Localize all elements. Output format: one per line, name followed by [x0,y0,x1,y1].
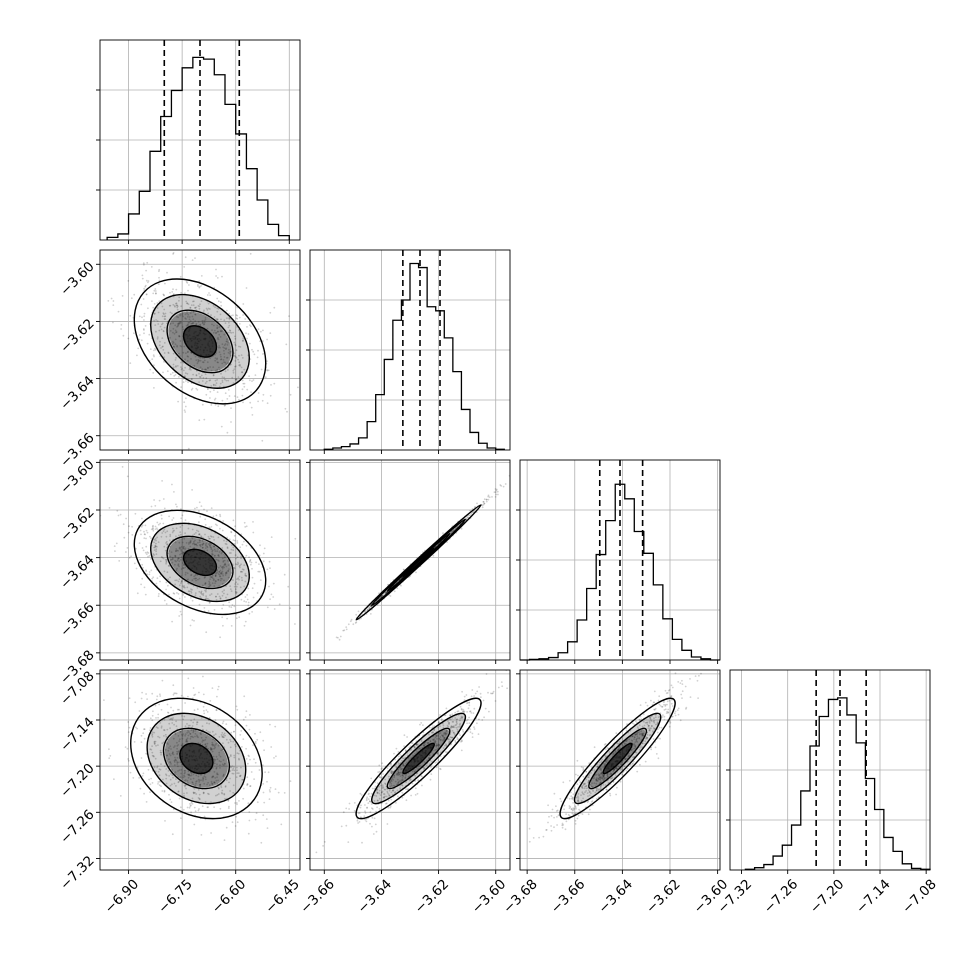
contour-1 [386,727,451,790]
x-tick-label-p3: −3.62 [643,876,684,917]
axes-frame [309,459,511,661]
joint-content-p2-p3 [335,473,510,641]
density-level [402,547,435,578]
joint-content-p1-p3 [100,466,297,639]
contour-1 [166,535,234,590]
contour-0 [402,547,435,578]
contour-3 [133,278,267,405]
contour-2 [371,712,467,805]
x-tick-label-p1: −6.60 [209,876,250,917]
histogram-step-p2 [323,262,505,450]
y-tick-label-p3: −3.66 [57,600,98,641]
density-level [602,742,633,775]
density-level [182,548,218,576]
y-tick-label-p4: −7.32 [57,853,98,894]
contour-0 [182,548,218,577]
x-tick-label-p3: −3.66 [548,876,589,917]
contour-0 [179,742,214,775]
density-p1-p3 [151,523,249,601]
density-p1-p4 [147,714,246,803]
contour-3 [355,504,482,621]
axes-frame [99,249,301,451]
joint-p3-p4: −3.68 −3.66 −3.64 −3.62 −3.60 [500,669,731,917]
joint-content-p3-p4 [528,672,702,843]
contour-1 [588,727,648,790]
axes-frame [309,669,511,871]
density-level [179,742,214,775]
x-tick-label-p3: −3.64 [595,876,636,917]
density-level [402,742,435,775]
x-tick-label-p4: −7.14 [853,876,894,917]
density-level [182,325,218,358]
x-tick-label-p1: −6.90 [102,876,143,917]
joint-content-p2-p4 [315,670,510,854]
axes-frame [99,459,301,661]
contour-0 [402,742,435,775]
contour-2 [150,293,250,389]
axes-frame [99,669,301,871]
x-tick-label-p3: −3.68 [500,876,541,917]
x-tick-label-p4: −7.26 [761,876,802,917]
density-p3-p4 [575,713,661,803]
joint-p1-p2: −3.60−3.62−3.64−3.66 [57,249,301,471]
contour-3 [559,697,676,820]
histogram-step-p4 [744,697,931,870]
y-tick-label-p4: −7.20 [57,760,98,801]
contour-1 [386,532,451,592]
contour-1 [162,727,230,790]
y-tick-label-p2: −3.62 [57,316,98,357]
contour-2 [146,712,247,805]
y-tick-label-p4: −7.26 [57,807,98,848]
contour-1 [166,309,234,374]
x-tick-label-p4: −7.20 [807,876,848,917]
contour-3 [130,697,263,820]
joint-p1-p3: −3.60−3.62−3.64−3.66−3.68 [57,457,301,688]
density-p1-p2 [151,295,249,388]
y-tick-label-p4: −7.14 [57,714,98,755]
joint-content-p1-p2 [107,252,299,450]
joint-p2-p3 [306,459,511,664]
histogram-p4: −7.32 −7.26 −7.20 −7.14 −7.08 [715,669,940,917]
joint-p2-p4: −3.66 −3.64 −3.62 −3.60 [297,669,511,917]
contour-0 [182,325,218,358]
histogram-p2 [306,249,511,454]
contour-0 [602,742,633,775]
x-tick-label-p2: −3.64 [354,876,395,917]
y-tick-label-p2: −3.60 [57,259,98,300]
histogram-p1 [96,39,301,244]
density-p2-p4 [372,714,465,803]
contour-3 [133,509,267,616]
x-tick-label-p2: −3.62 [412,876,453,917]
y-tick-label-p3: −3.64 [57,552,98,593]
x-tick-label-p4: −7.08 [899,876,940,917]
joint-p1-p4: −6.90 −6.75 −6.60 −6.45−7.08−7.14−7.20−7.26… [57,668,303,917]
histogram-step-p1 [106,56,290,240]
histogram-p3 [516,459,721,664]
axes-frame [519,669,721,871]
contour-2 [573,712,662,805]
joint-content-p1-p4 [103,675,292,851]
contour-2 [150,522,250,603]
y-tick-label-p3: −3.62 [57,504,98,545]
density-p2-p3 [372,519,465,605]
x-tick-label-p2: −3.66 [297,876,338,917]
x-tick-label-p1: −6.75 [155,876,196,917]
y-tick-label-p2: −3.64 [57,373,98,414]
contour-2 [371,518,467,607]
x-tick-label-p1: −6.45 [262,876,303,917]
contour-3 [355,697,482,820]
x-tick-label-p2: −3.60 [469,876,510,917]
